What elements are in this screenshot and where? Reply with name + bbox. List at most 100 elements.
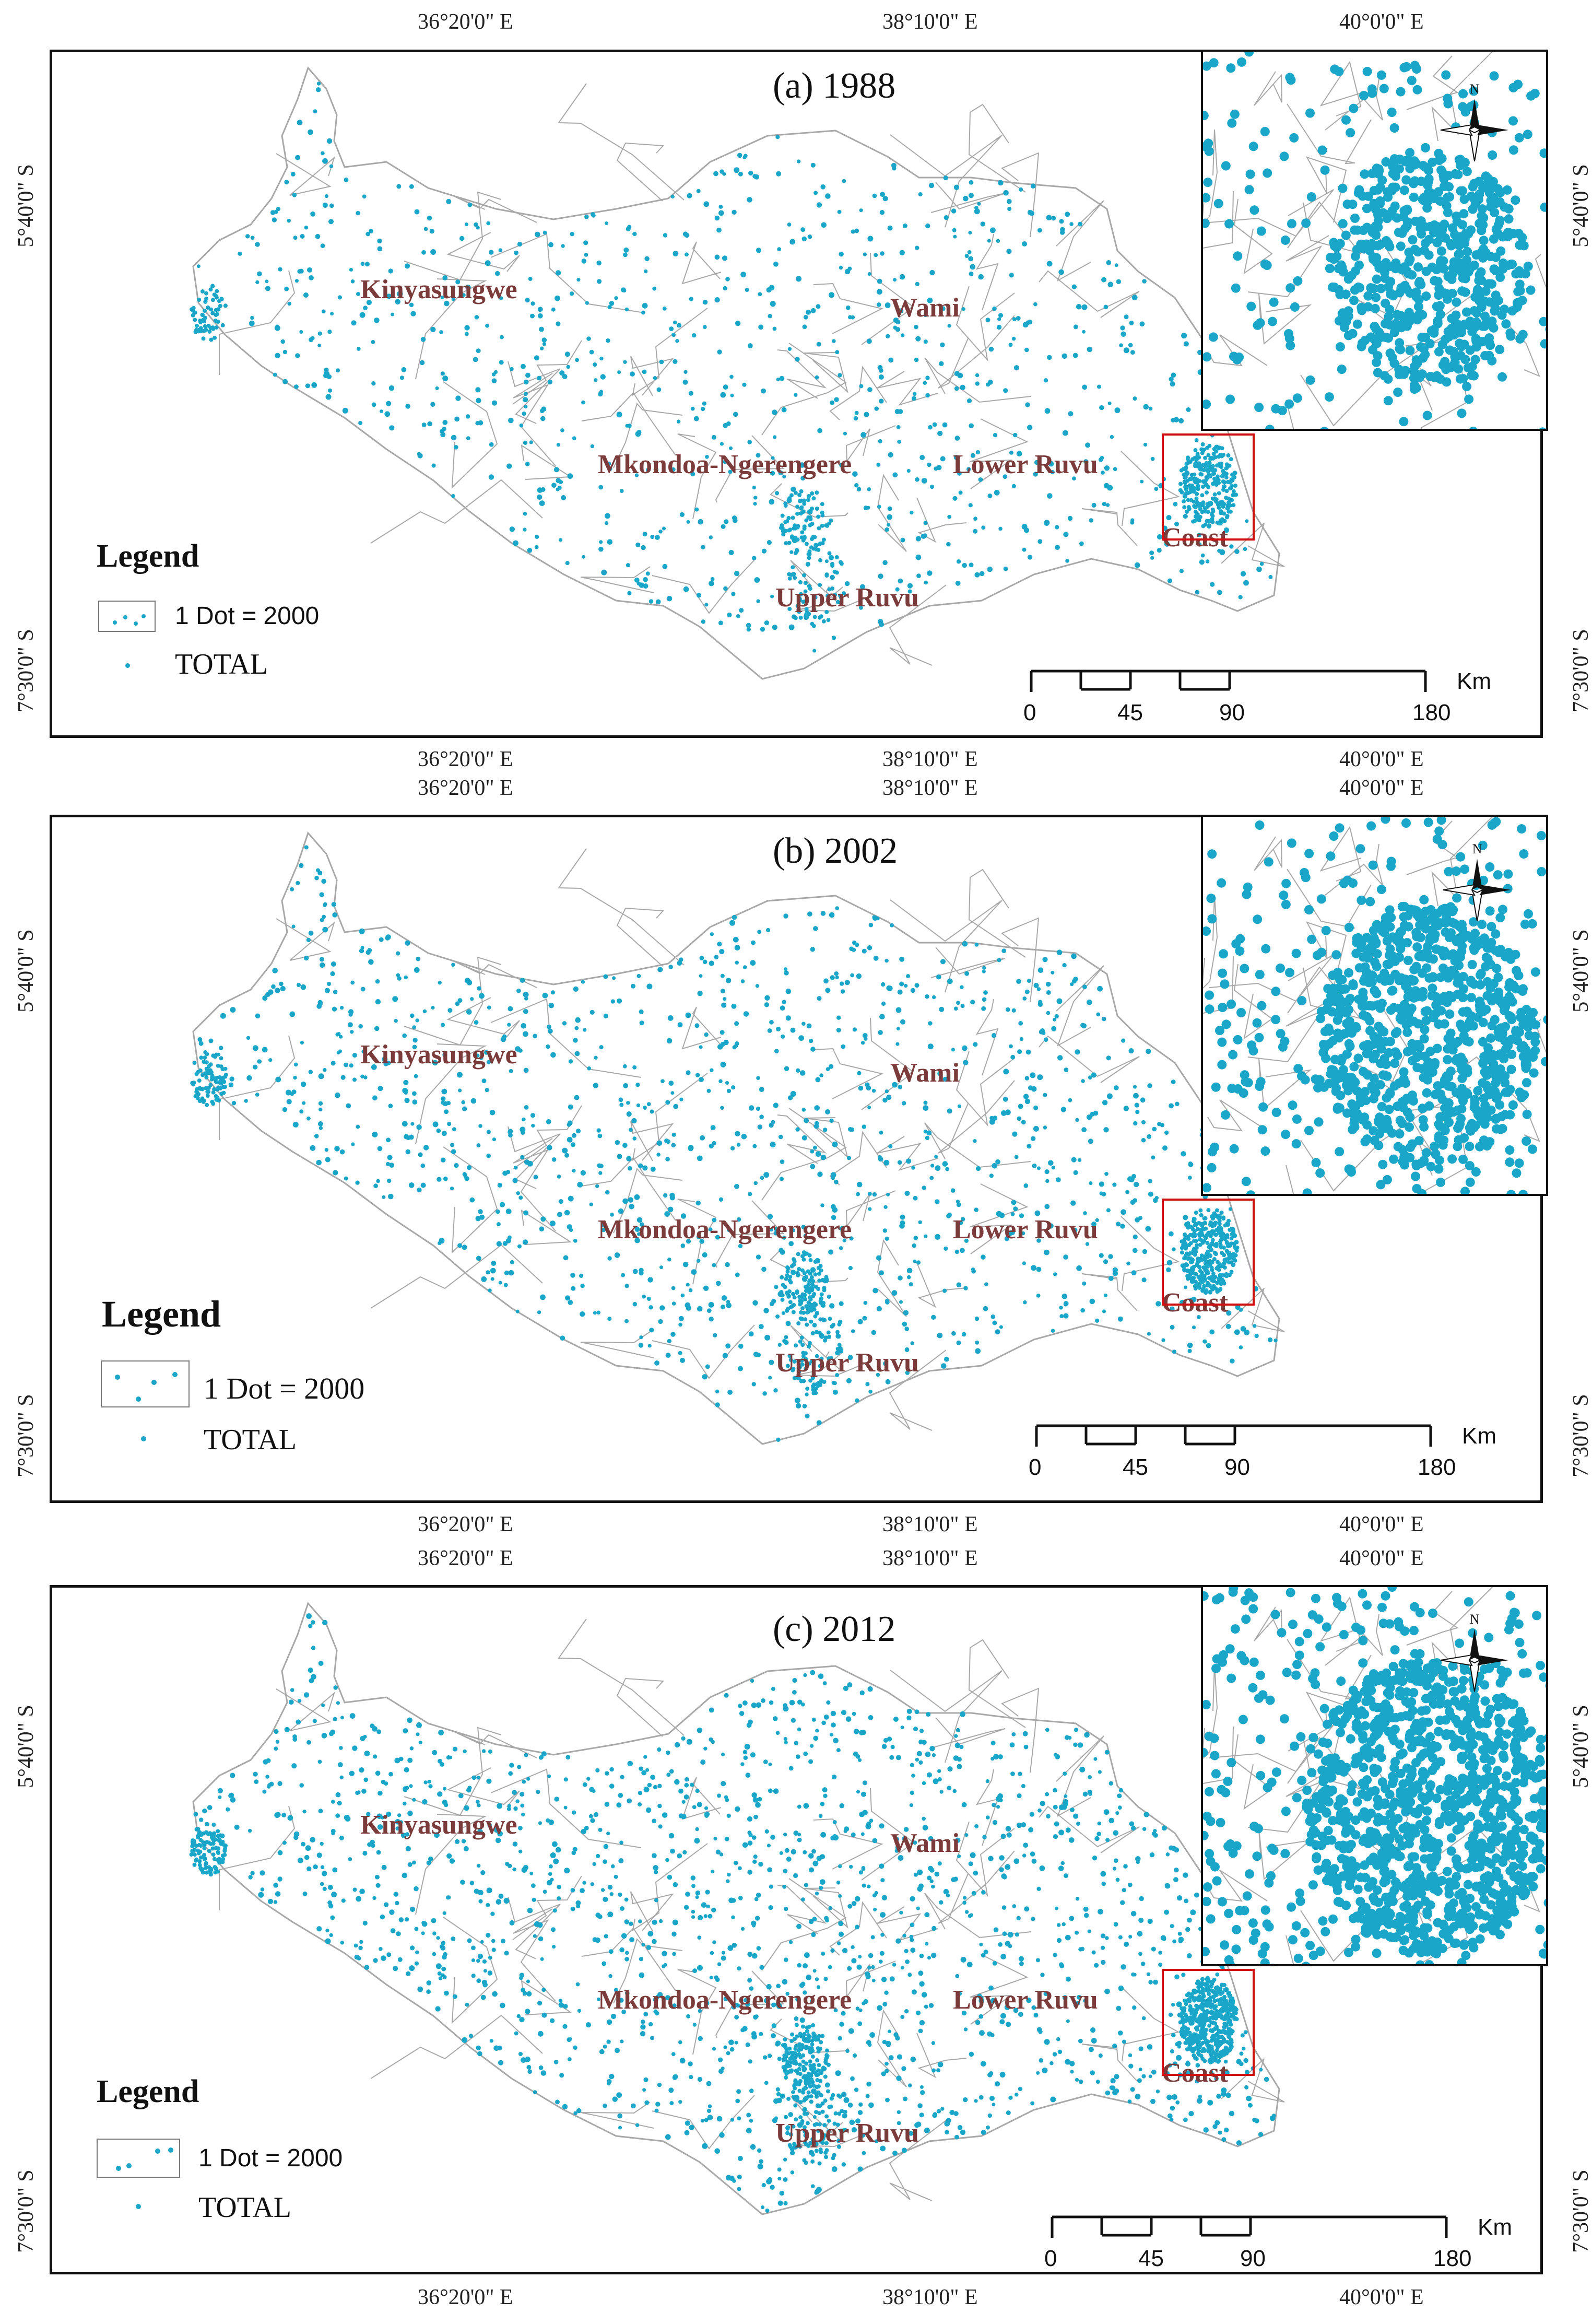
population-dot — [1214, 497, 1219, 502]
population-dot — [1413, 262, 1423, 272]
population-dot — [1469, 86, 1479, 96]
population-dot — [462, 1106, 467, 1111]
population-dot — [459, 236, 465, 241]
population-dot — [816, 1420, 822, 1426]
population-dot — [1444, 1081, 1454, 1091]
population-dot — [366, 300, 372, 306]
population-dot — [1317, 145, 1327, 155]
population-dot — [940, 456, 946, 462]
population-dot — [799, 1310, 804, 1314]
population-dot — [576, 278, 581, 282]
population-dot — [1300, 868, 1309, 877]
population-dot — [976, 1166, 981, 1171]
population-dot — [791, 1304, 795, 1308]
population-dot — [1188, 460, 1193, 464]
population-dot — [723, 423, 728, 428]
population-dot — [231, 1100, 237, 1106]
subbasin-boundary — [930, 947, 1006, 978]
population-dot — [923, 313, 927, 318]
population-dot — [322, 158, 328, 164]
population-dot — [963, 1286, 968, 1290]
population-dot — [1067, 515, 1073, 521]
population-dot — [780, 1297, 785, 1302]
population-dot — [1495, 913, 1505, 923]
population-dot — [1378, 1159, 1388, 1169]
population-dot — [1402, 1027, 1412, 1037]
population-dot — [294, 279, 299, 283]
population-dot — [1212, 1250, 1217, 1255]
ward-boundary — [1286, 400, 1294, 429]
population-dot — [753, 502, 757, 506]
population-dot — [821, 619, 826, 624]
population-dot — [546, 1044, 550, 1049]
subbasin-boundary — [616, 907, 665, 967]
population-dot — [914, 324, 918, 330]
population-dot — [899, 274, 905, 280]
population-dot — [1333, 1028, 1342, 1038]
population-dot — [632, 1301, 638, 1307]
population-dot — [677, 960, 682, 966]
population-dot — [1495, 197, 1505, 207]
population-dot — [1434, 1164, 1444, 1174]
population-dot — [881, 982, 886, 987]
population-dot — [1438, 171, 1448, 181]
population-dot — [1196, 1258, 1200, 1262]
population-dot — [1062, 430, 1068, 436]
population-dot — [1405, 288, 1415, 298]
population-dot — [1221, 469, 1225, 474]
population-dot — [752, 556, 757, 560]
population-dot — [442, 420, 448, 425]
population-dot — [580, 1170, 586, 1176]
population-dot — [1385, 944, 1395, 954]
population-dot — [548, 242, 553, 248]
population-dot — [840, 989, 845, 994]
population-dot — [1324, 1023, 1334, 1033]
population-dot — [815, 507, 819, 511]
population-dot — [1506, 1190, 1516, 1194]
population-dot — [1460, 287, 1470, 297]
population-dot — [1082, 330, 1086, 334]
population-dot — [983, 990, 988, 995]
population-dot — [1183, 1233, 1187, 1238]
region-label-upper-ruvu: Upper Ruvu — [775, 1348, 919, 1378]
population-dot — [342, 407, 348, 414]
population-dot — [295, 155, 301, 160]
population-dot — [1087, 346, 1093, 353]
population-dot — [981, 1254, 986, 1260]
population-dot — [1420, 1025, 1430, 1035]
lon-top-b-3: 40°0'0" E — [1339, 776, 1424, 800]
population-dot — [564, 1153, 570, 1158]
population-dot — [322, 914, 326, 919]
population-dot — [1051, 1329, 1055, 1333]
population-dot — [1070, 982, 1074, 987]
population-dot — [803, 1275, 807, 1280]
population-dot — [377, 238, 382, 244]
population-dot — [209, 337, 214, 342]
population-dot — [601, 1227, 606, 1233]
population-dot — [1128, 343, 1133, 348]
population-dot — [1103, 1259, 1108, 1264]
population-dot — [905, 1370, 910, 1375]
population-dot — [853, 416, 858, 421]
population-dot — [838, 593, 842, 598]
population-dot — [1088, 1075, 1092, 1080]
population-dot — [562, 1147, 568, 1154]
population-dot — [1106, 1093, 1113, 1099]
population-dot — [974, 206, 978, 210]
population-dot — [1187, 1348, 1192, 1353]
subbasin-boundary — [916, 1262, 967, 1308]
population-dot — [899, 956, 905, 962]
population-dot — [924, 580, 928, 585]
population-dot — [1065, 212, 1070, 217]
population-dot — [1199, 1253, 1204, 1258]
subbasin-boundary — [581, 1157, 676, 1221]
population-dot — [772, 326, 777, 331]
lat-right-a-2: 7°30'0" S — [1569, 629, 1592, 712]
population-dot — [1524, 1030, 1534, 1040]
population-dot — [813, 595, 818, 600]
population-dot — [423, 1145, 429, 1151]
population-dot — [496, 1241, 502, 1247]
population-dot — [290, 887, 294, 891]
population-dot — [819, 614, 823, 619]
population-dot — [722, 1353, 728, 1358]
